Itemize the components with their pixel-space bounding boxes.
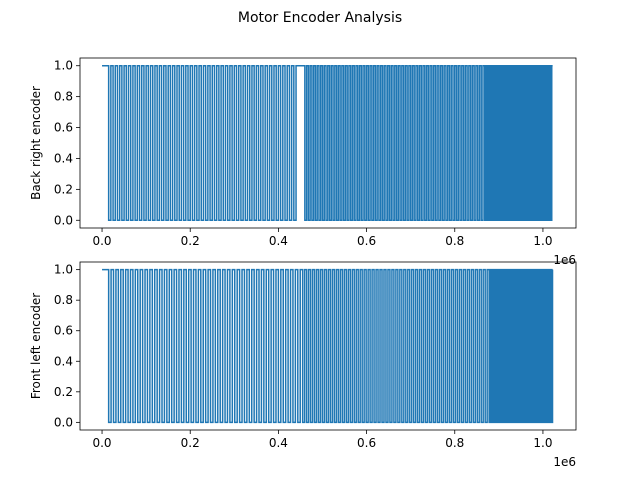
subplots: 0.0 0.2 0.4 0.6 0.8 1.00.00.20.40.60.81.01e6B… bbox=[29, 57, 577, 469]
series-line-2 bbox=[102, 268, 554, 424]
y-axis-label: Front left encoder bbox=[29, 293, 43, 399]
y-tick-label: 0.0 bbox=[54, 213, 73, 227]
y-tick-label: 0.6 bbox=[54, 324, 73, 338]
y-tick-label: 1.0 bbox=[54, 59, 73, 73]
y-tick-label: 0.0 bbox=[54, 415, 73, 429]
x-offset-label: 1e6 bbox=[553, 455, 576, 469]
subplot-1: 0.0 0.2 0.4 0.6 0.8 1.00.00.20.40.60.81.01e6B… bbox=[29, 57, 577, 267]
x-tick-label: 0.2 bbox=[181, 436, 200, 450]
y-tick-label: 0.6 bbox=[54, 121, 73, 135]
y-tick-label: 1.0 bbox=[54, 263, 73, 277]
y-tick-label: 0.4 bbox=[54, 354, 73, 368]
y-axis-label: Back right encoder bbox=[29, 86, 43, 200]
axes-frame bbox=[79, 57, 577, 229]
y-tick-label: 0.2 bbox=[54, 182, 73, 196]
x-tick-label: 1.0 bbox=[533, 234, 552, 248]
x-tick-label: 0.4 bbox=[269, 436, 288, 450]
figure-title: Motor Encoder Analysis bbox=[238, 10, 402, 26]
axes-frame bbox=[79, 261, 577, 431]
x-tick-label: 0.6 bbox=[357, 234, 376, 248]
y-tick-label: 0.4 bbox=[54, 151, 73, 165]
y-tick-label: 0.8 bbox=[54, 90, 73, 104]
x-tick-label: 1.0 bbox=[533, 436, 552, 450]
series-line-1 bbox=[102, 64, 553, 222]
y-tick-label: 0.2 bbox=[54, 385, 73, 399]
x-tick-label: 0.6 bbox=[357, 436, 376, 450]
x-tick-label: 0.0 bbox=[92, 234, 111, 248]
y-tick-label: 0.8 bbox=[54, 293, 73, 307]
x-offset-label: 1e6 bbox=[553, 253, 576, 267]
x-tick-label: 0.2 bbox=[181, 234, 200, 248]
x-tick-label: 0.8 bbox=[445, 436, 464, 450]
x-tick-label: 0.0 bbox=[92, 436, 111, 450]
subplot-2: 0.0 0.2 0.4 0.6 0.8 1.00.00.20.40.60.81.01e6F… bbox=[29, 261, 577, 469]
x-tick-label: 0.8 bbox=[445, 234, 464, 248]
x-tick-label: 0.4 bbox=[269, 234, 288, 248]
